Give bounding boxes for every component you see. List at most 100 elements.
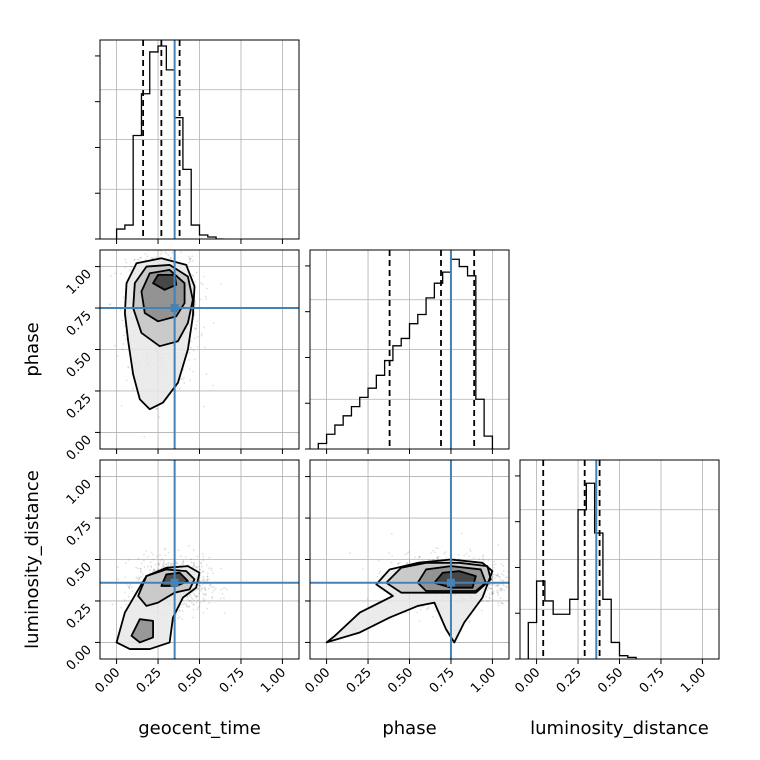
scatter-point [187,544,190,547]
scatter-point [165,252,168,255]
scatter-point [219,597,222,600]
scatter-point [136,577,139,580]
scatter-point [532,591,534,593]
scatter-point [192,549,195,551]
y-tick-label: 0.50 [64,560,95,591]
panel-frame [99,249,300,450]
scatter-point [127,366,130,369]
scatter-point [482,600,484,602]
scatter-point [188,599,191,602]
scatter-point [124,576,127,579]
histogram-phase [317,258,494,449]
scatter-point [524,569,526,571]
scatter-point [418,556,421,558]
scatter-point [120,273,123,275]
scatter-point [492,573,494,576]
scatter-point [194,589,197,592]
scatter-point [201,588,203,591]
scatter-point [491,593,493,596]
panel-frame [309,459,510,660]
scatter-point [192,275,195,277]
scatter-point [154,235,156,237]
scatter-point [212,322,215,324]
scatter-point [176,562,179,565]
scatter-point [491,599,494,601]
scatter-point [129,583,132,586]
scatter-point [125,261,128,264]
scatter-point [202,597,205,600]
scatter-point [149,569,152,572]
scatter-point [117,578,120,581]
scatter-point [503,589,506,592]
scatter-point [488,593,491,596]
scatter-point [188,352,191,354]
scatter-point [165,563,168,566]
scatter-point [397,563,400,565]
scatter-point [196,555,199,558]
y-tick-label: 1.00 [64,267,95,298]
scatter-point [199,601,202,604]
scatter-point [162,561,165,564]
contour-line-2 [130,618,154,644]
scatter-point [434,551,436,554]
hist-luminosity_distance-panel: 0.00 0.25 0.50 0.75 1.00 luminosity_distance [512,459,720,739]
scatter-point [192,603,195,606]
scatter-point [128,587,131,590]
scatter-point [195,271,198,274]
scatter-point [492,590,495,593]
scatter-point [131,387,134,390]
scatter-point [487,586,490,589]
scatter-point [418,556,420,559]
x-tick-label: 1.00 [678,665,709,696]
scatter-point [204,594,207,597]
scatter-point [480,609,483,612]
scatter-point [192,608,195,611]
scatter-point [195,595,198,598]
scatter-point [497,575,500,578]
scatter-point [523,596,525,598]
scatter-point [123,591,126,594]
scatter-point [503,585,506,587]
scatter-point [201,586,204,589]
scatter-point [193,311,196,313]
scatter-point [453,557,456,560]
scatter-point [196,608,199,611]
scatter-point [197,584,200,587]
scatter-point [192,566,195,568]
scatter-point [427,558,430,561]
scatter-point [178,610,181,613]
scatter-point [499,597,502,599]
scatter-point [221,593,224,595]
scatter-point [172,247,174,249]
scatter-point [496,589,498,592]
scatter-point [211,591,214,594]
scatter-point [349,552,351,555]
scatter-point [192,616,195,619]
scatter-point [502,579,505,582]
scatter-point [445,557,448,559]
scatter-point [443,552,446,555]
scatter-point [110,275,112,277]
x-tick-label: 0.25 [134,665,165,696]
scatter-point [124,562,127,565]
scatter-point [202,611,205,614]
scatter-point [153,243,155,245]
scatter-point [182,242,184,244]
scatter-point [140,568,142,570]
scatter-point [524,588,526,590]
pair-geocent_time-vs-phase-panel: 0.00 0.25 0.50 0.75 1.00 phase [22,193,300,464]
scatter-point [199,561,202,564]
scatter-point [154,193,156,195]
y-axis-label: luminosity_distance [22,470,43,649]
scatter-point [493,577,496,580]
contour-line-0 [115,565,201,650]
scatter-point [427,606,430,609]
scatter-point [512,580,514,582]
scatter-point [111,603,114,606]
scatter-point [148,242,150,244]
scatter-point [182,603,185,606]
scatter-point [500,587,503,590]
scatter-point [378,572,381,575]
scatter-point [197,565,200,568]
scatter-point [193,358,196,361]
